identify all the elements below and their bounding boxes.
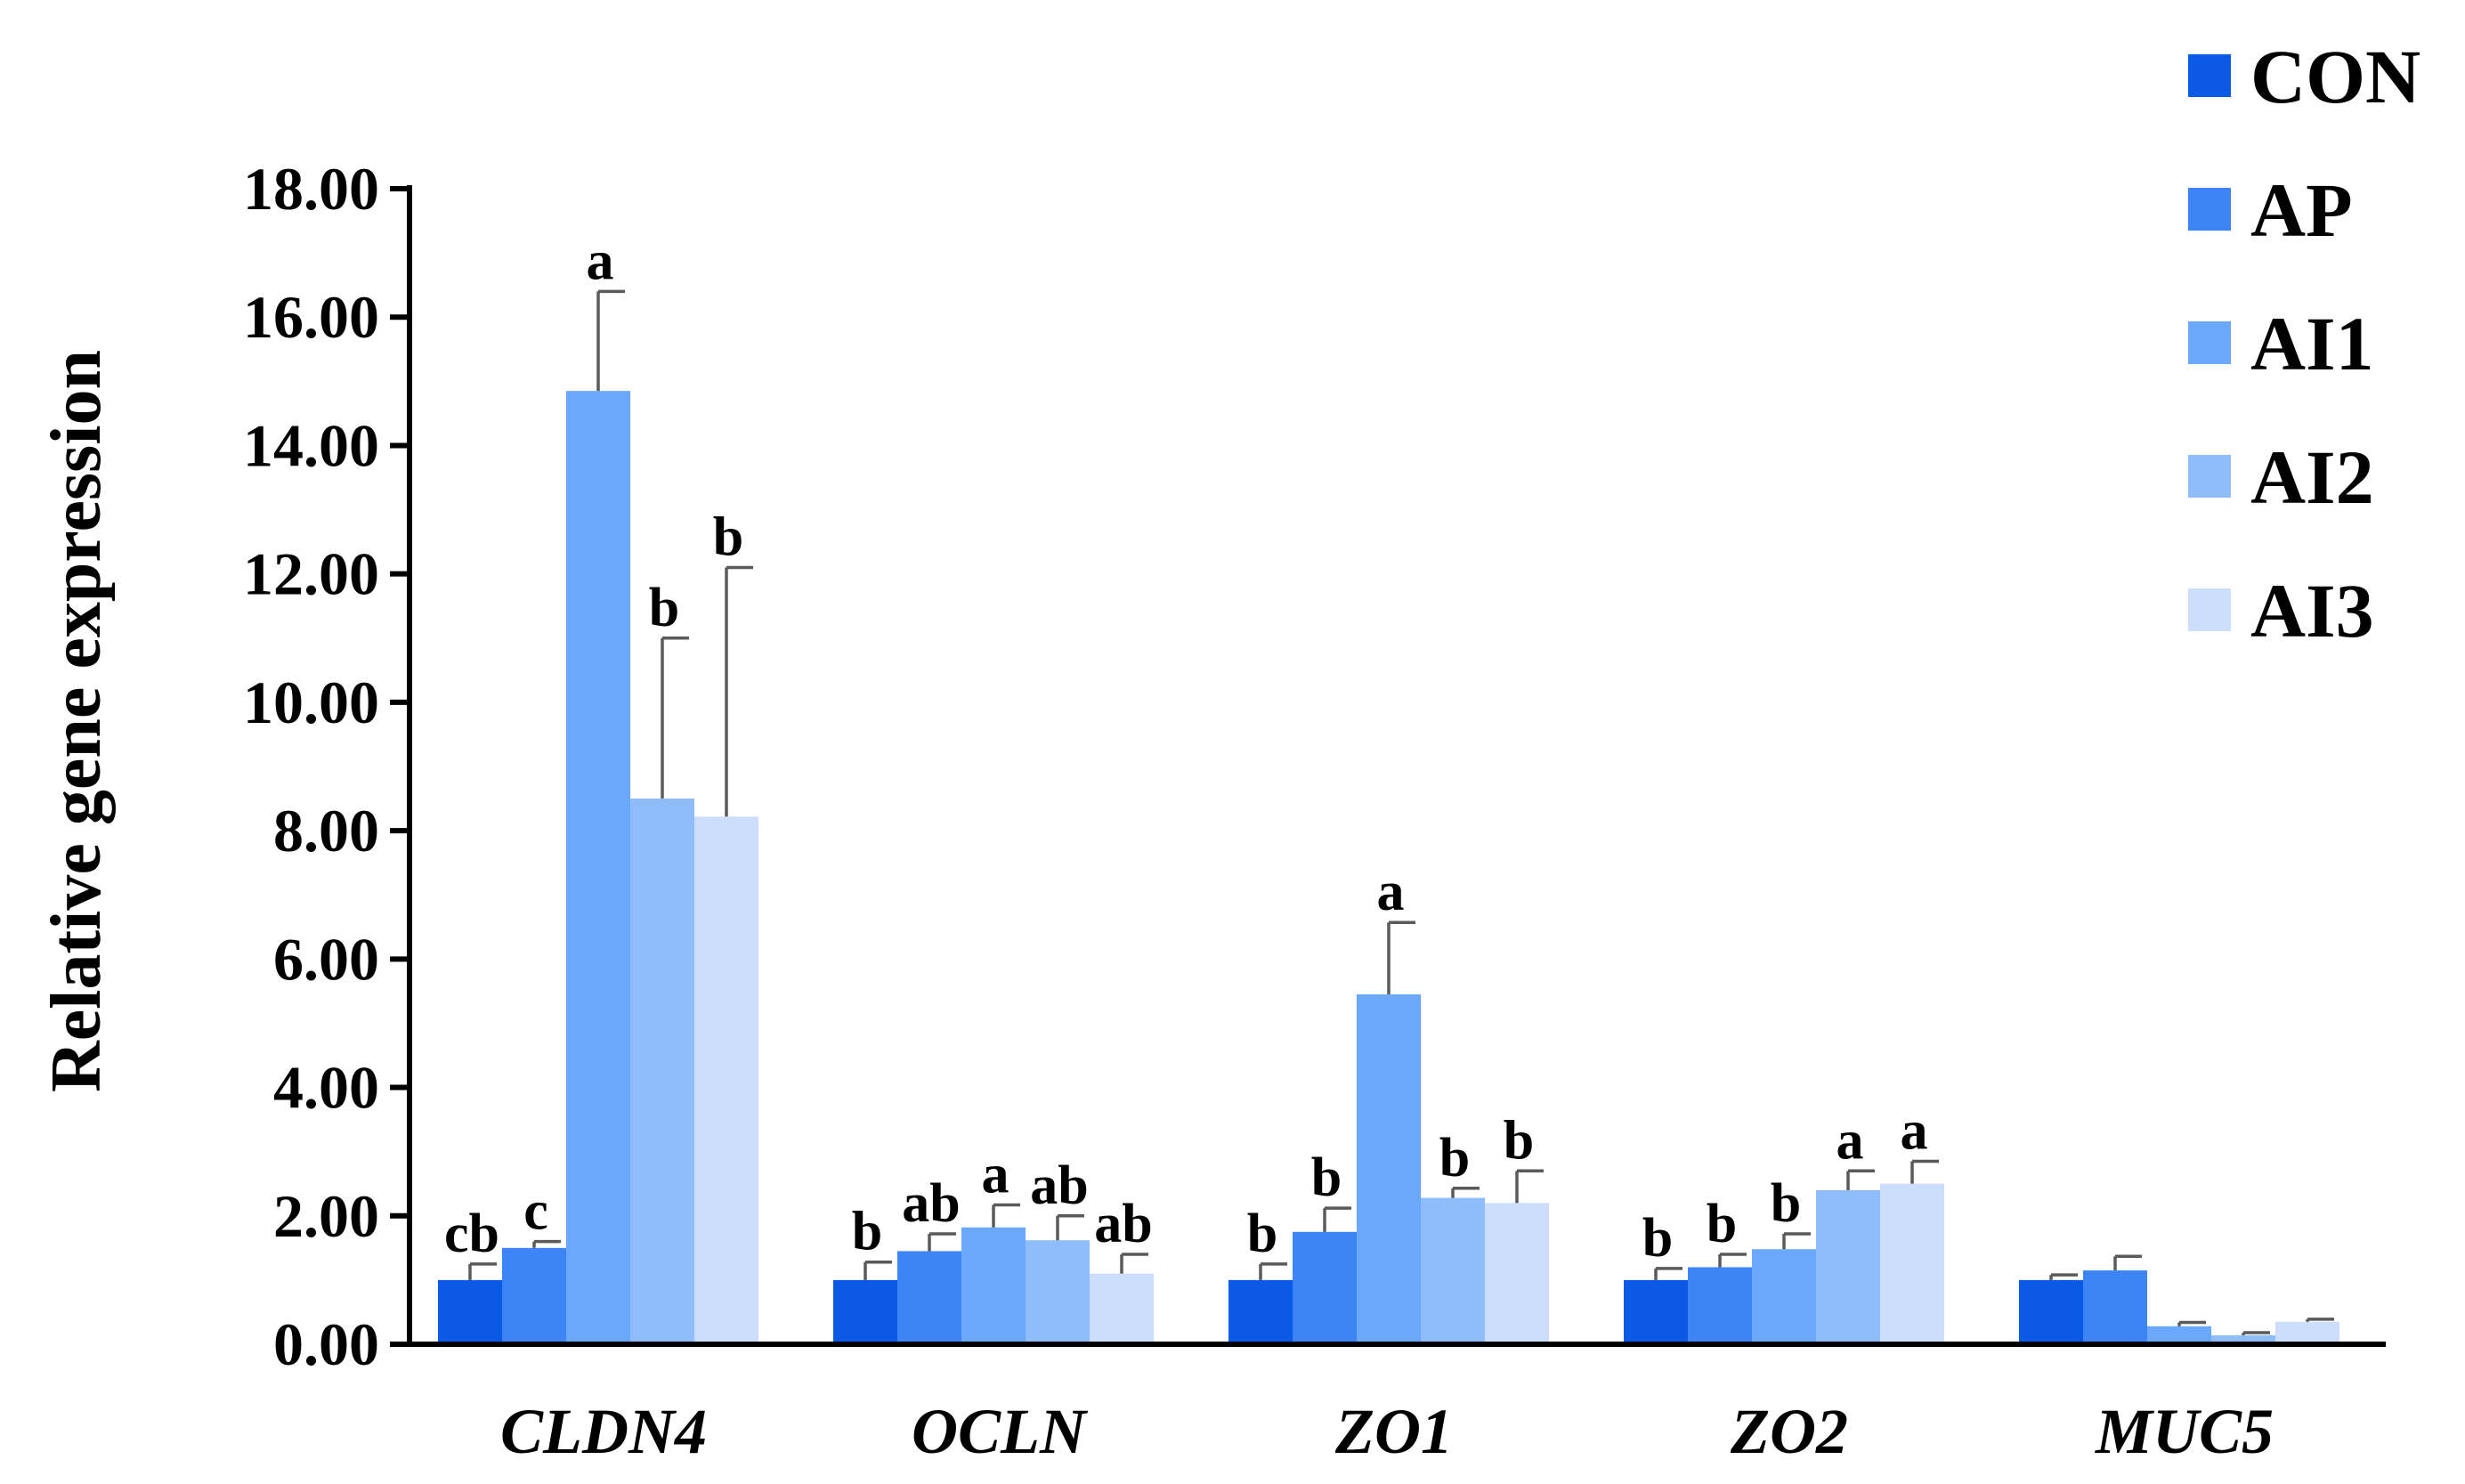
bar-CON-ZO2 [1624,1279,1688,1344]
legend-swatch-AI3 [2188,588,2231,631]
significance-letter: b [852,1202,882,1262]
bar-AI1-ZO2 [1752,1249,1816,1344]
y-axis-ticks: 0.00 2.00 4.00 6.00 8.00 10.00 12.00 14.00 16.00… [243,155,409,1378]
y-axis-label: Relative gene expression [37,350,116,1092]
y-tick-label: 14.00 [243,411,379,479]
category-label-CLDN4: CLDN4 [500,1396,707,1467]
y-tick-label: 0.00 [273,1310,379,1378]
significance-letter: ab [1094,1194,1152,1254]
bar-AI3-OCLN [1090,1273,1154,1344]
significance-letter: b [649,578,679,638]
bars [438,391,2339,1344]
bar-AP-ZO2 [1688,1267,1752,1344]
legend-swatch-AP [2188,188,2231,231]
y-axis-label-group: Relative gene expression [37,350,116,1092]
legend-label-AI1: AI1 [2250,301,2374,386]
bar-AI1-MUC5 [2147,1326,2211,1344]
legend-label-CON: CON [2250,34,2420,119]
bar-AI2-OCLN [1026,1240,1090,1344]
significance-letter: b [1504,1110,1534,1171]
y-tick-label: 18.00 [243,155,379,223]
bar-AI3-MUC5 [2275,1321,2339,1344]
significance-letter: ab [902,1173,960,1234]
significance-letter: a [587,231,614,291]
y-tick-label: 16.00 [243,283,379,351]
significance-letter: b [1771,1173,1801,1234]
bar-AI1-ZO1 [1357,993,1421,1344]
significance-letter: ab [1030,1156,1088,1216]
bar-AI1-OCLN [961,1227,1026,1344]
significance-letter: b [713,507,743,567]
bar-AI2-ZO2 [1816,1189,1880,1344]
legend-swatch-CON [2188,54,2231,97]
bar-CON-CLDN4 [438,1279,502,1344]
significance-letter: a [1901,1100,1928,1161]
category-label-ZO1: ZO1 [1334,1396,1453,1467]
y-tick-label: 6.00 [273,925,379,993]
legend: CON AP AI1 AI2 AI3 [2188,34,2420,653]
y-tick-label: 8.00 [273,797,379,864]
significance-letter: a [982,1145,1010,1205]
bar-AI3-ZO2 [1880,1183,1944,1344]
bar-AP-ZO1 [1293,1231,1357,1344]
y-tick-label: 12.00 [243,540,379,608]
significance-letter: b [1707,1194,1737,1254]
bar-AI3-ZO1 [1485,1203,1549,1344]
bar-CON-MUC5 [2019,1279,2083,1344]
category-labels: CLDN4 OCLN ZO1 ZO2 MUC5 [500,1396,2274,1467]
significance-letter: a [1837,1110,1864,1171]
legend-swatch-AI1 [2188,321,2231,364]
bar-AI2-MUC5 [2211,1334,2275,1344]
significance-letter: b [1439,1128,1470,1188]
y-tick-label: 4.00 [273,1054,379,1122]
bar-AI2-CLDN4 [630,799,694,1344]
bar-AP-OCLN [897,1251,961,1344]
significance-letter: a [1377,862,1405,922]
category-label-OCLN: OCLN [912,1396,1089,1467]
y-tick-label: 10.00 [243,669,379,736]
error-bars [468,289,2334,1335]
category-label-ZO2: ZO2 [1730,1396,1848,1467]
bar-AP-CLDN4 [502,1247,566,1344]
significance-letter: b [1642,1208,1673,1269]
y-tick-label: 2.00 [273,1182,379,1250]
significance-letter: cb [444,1204,499,1264]
bar-CON-OCLN [833,1279,897,1344]
axes [407,185,2386,1347]
legend-label-AP: AP [2250,167,2353,253]
bar-AI1-CLDN4 [566,391,630,1344]
significance-letter: b [1247,1204,1277,1264]
significance-letter: c [523,1181,548,1242]
bar-AP-MUC5 [2083,1270,2147,1344]
bar-AI2-ZO1 [1421,1197,1485,1344]
legend-label-AI2: AI2 [2250,434,2374,520]
bar-AI3-CLDN4 [694,816,758,1344]
bar-CON-ZO1 [1228,1279,1293,1344]
legend-label-AI3: AI3 [2250,568,2374,653]
significance-letter: b [1311,1147,1342,1208]
category-label-MUC5: MUC5 [2095,1396,2274,1467]
legend-swatch-AI2 [2188,455,2231,498]
